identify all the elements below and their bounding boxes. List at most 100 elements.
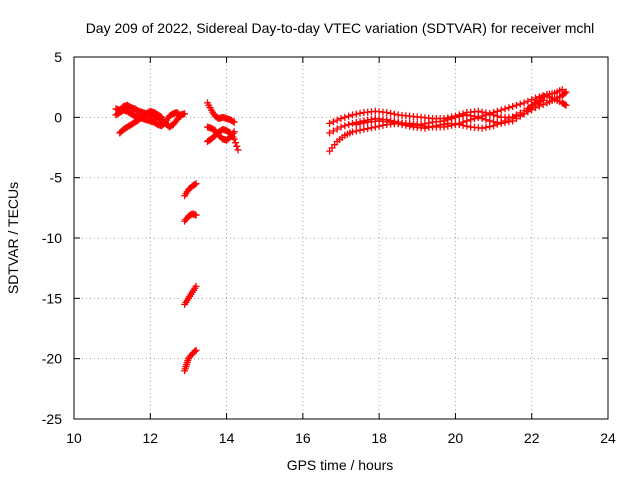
x-tick-labels: 10 12 14 16 18 20 22 24 <box>66 430 616 446</box>
data-point <box>471 113 478 121</box>
data-point <box>352 127 360 135</box>
data-point <box>337 115 345 123</box>
series-track-h <box>204 99 238 126</box>
data-point <box>436 121 444 129</box>
data-point <box>505 115 513 123</box>
data-point <box>383 109 391 117</box>
x-tick-label: 24 <box>600 430 616 446</box>
y-tick-label: 0 <box>54 109 62 125</box>
data-point <box>493 107 501 115</box>
data-point <box>509 102 517 110</box>
data-point <box>516 109 524 117</box>
data-point <box>329 127 337 135</box>
data-point <box>229 129 237 137</box>
y-tick-label: -25 <box>42 411 62 427</box>
data-point <box>561 89 569 97</box>
data-point <box>459 121 467 129</box>
series-track-c <box>116 107 166 137</box>
data-point <box>360 125 368 133</box>
data-point <box>230 118 238 126</box>
data-point <box>387 109 395 117</box>
x-tick-label: 22 <box>524 430 540 446</box>
axis-ticks <box>73 56 609 420</box>
data-point <box>455 121 463 129</box>
data-point <box>156 113 164 121</box>
data-point <box>345 112 353 120</box>
data-point <box>490 109 498 117</box>
x-tick-label: 16 <box>295 430 311 446</box>
data-point <box>478 115 486 123</box>
data-point <box>459 112 467 120</box>
data-point <box>356 109 364 117</box>
data-point <box>341 113 349 121</box>
data-point <box>482 116 490 124</box>
data-point <box>329 118 337 126</box>
data-point <box>326 129 334 137</box>
data-point <box>181 110 189 118</box>
data-point <box>390 119 398 127</box>
data-point <box>229 117 237 125</box>
data-point <box>539 96 547 104</box>
data-point <box>352 110 360 118</box>
data-point <box>561 100 569 108</box>
data-point <box>176 111 184 119</box>
y-tick-label: 5 <box>54 49 62 65</box>
data-point <box>348 128 356 136</box>
data-points <box>112 86 570 375</box>
y-tick-label: -10 <box>42 230 62 246</box>
series-track-f <box>181 282 200 308</box>
data-point <box>192 282 200 290</box>
x-tick-label: 14 <box>219 430 235 446</box>
data-point <box>478 124 486 132</box>
data-point <box>341 122 349 130</box>
data-point <box>231 139 239 147</box>
data-point <box>562 101 570 109</box>
x-tick-label: 12 <box>142 430 158 446</box>
data-point <box>394 120 402 128</box>
data-point <box>497 119 505 127</box>
series-track-e <box>181 210 200 225</box>
data-point <box>425 123 433 131</box>
data-point <box>501 117 509 125</box>
data-point <box>387 118 395 126</box>
data-point <box>512 101 520 109</box>
data-point <box>520 99 528 107</box>
data-point <box>463 122 471 130</box>
x-tick-label: 10 <box>66 430 82 446</box>
y-tick-label: -20 <box>42 351 62 367</box>
data-point <box>486 110 494 118</box>
data-point <box>524 97 532 105</box>
data-point <box>562 88 570 96</box>
series-track-j <box>204 123 238 144</box>
data-point <box>440 120 448 128</box>
data-point <box>467 112 475 120</box>
data-point <box>421 124 429 132</box>
data-point <box>558 86 566 94</box>
data-point <box>333 125 341 133</box>
series-track-d <box>181 180 200 200</box>
data-point <box>451 113 459 121</box>
data-point <box>535 102 543 110</box>
data-point <box>505 104 513 112</box>
data-point <box>520 107 528 115</box>
data-point <box>345 121 353 129</box>
data-point <box>356 120 364 128</box>
data-point <box>356 126 364 134</box>
data-point <box>191 347 199 355</box>
x-tick-label: 18 <box>371 430 387 446</box>
data-point <box>233 142 241 150</box>
data-point <box>234 146 242 154</box>
data-point <box>406 122 414 130</box>
data-point <box>368 124 376 132</box>
x-tick-label: 20 <box>448 430 464 446</box>
data-point <box>490 122 498 130</box>
data-point <box>192 180 200 188</box>
data-point <box>191 181 199 189</box>
y-tick-labels: 5 0 -5 -10 -15 -20 -25 <box>42 49 62 427</box>
series-track-n <box>352 96 547 132</box>
data-point <box>516 100 524 108</box>
data-point <box>482 123 490 131</box>
data-point <box>429 123 437 131</box>
data-point <box>390 110 398 118</box>
